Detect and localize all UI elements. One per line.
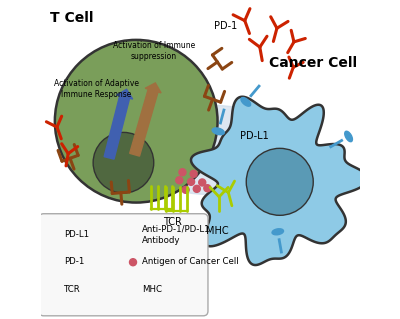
Text: Cancer Cell: Cancer Cell [269,56,357,70]
Circle shape [188,178,194,185]
Text: PD-L1: PD-L1 [240,131,269,141]
Circle shape [246,148,313,215]
Text: PD-1: PD-1 [64,257,84,266]
Ellipse shape [128,105,294,195]
Circle shape [193,185,200,192]
Circle shape [130,259,136,266]
Circle shape [55,40,218,203]
Circle shape [182,186,189,193]
Circle shape [190,170,197,177]
Text: Antigen of Cancer Cell: Antigen of Cancer Cell [142,257,238,266]
Text: Anti-PD-1/PD-L1
Antibody: Anti-PD-1/PD-L1 Antibody [142,224,210,245]
Ellipse shape [241,98,251,106]
Text: PD-L1: PD-L1 [64,230,89,239]
Polygon shape [191,97,368,265]
Ellipse shape [272,229,284,235]
Text: Activation of Adaptive
Immune Response: Activation of Adaptive Immune Response [54,79,139,100]
Text: MHC: MHC [142,285,162,294]
Circle shape [93,132,154,193]
FancyBboxPatch shape [39,214,208,316]
Ellipse shape [44,253,53,258]
Text: Activation of Immune
suppression: Activation of Immune suppression [113,41,195,61]
FancyArrow shape [104,89,133,159]
Text: PD-1: PD-1 [214,21,238,31]
Text: MHC: MHC [206,226,229,236]
Ellipse shape [212,128,224,135]
Text: TCR: TCR [64,285,80,294]
Circle shape [179,169,186,176]
Text: TCR: TCR [164,217,182,227]
Circle shape [199,179,206,186]
Circle shape [176,177,183,184]
Circle shape [204,185,211,192]
FancyArrow shape [130,83,161,156]
Text: T Cell: T Cell [50,11,94,25]
Ellipse shape [345,131,352,142]
